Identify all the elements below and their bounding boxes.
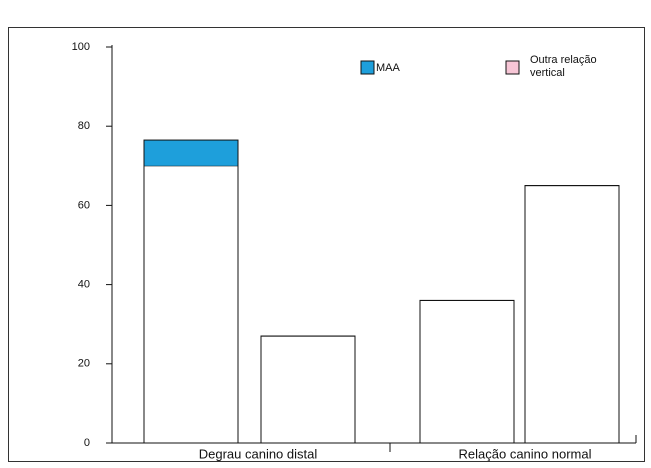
bar-outline (524, 185, 620, 444)
y-tick-label: 0 (84, 437, 90, 449)
x-tick-label: Degrau canino distal (199, 446, 318, 461)
bar-segment (260, 335, 356, 444)
bar-outline (260, 335, 356, 444)
bar-outline (419, 299, 515, 444)
x-tick-label: Relação canino normal (459, 446, 592, 461)
legend-item: Outra relação vertical (530, 54, 597, 79)
legend-swatch (505, 60, 520, 75)
y-tick-label: 20 (78, 358, 90, 370)
bar-segment (144, 140, 238, 166)
y-tick-label: 80 (78, 120, 90, 132)
bar-segment (524, 185, 620, 444)
bar-outline (143, 139, 239, 444)
y-tick-label: 100 (72, 41, 90, 53)
legend-label: Outra relação vertical (530, 54, 597, 79)
y-tick-label: 60 (78, 199, 90, 211)
legend-label: MAA (376, 62, 400, 74)
bar-segment (143, 165, 239, 444)
legend-swatch (360, 60, 375, 75)
legend-item: MAA (376, 62, 400, 74)
bar-segment (419, 299, 515, 444)
y-tick-label: 40 (78, 279, 90, 291)
frame (8, 27, 645, 462)
